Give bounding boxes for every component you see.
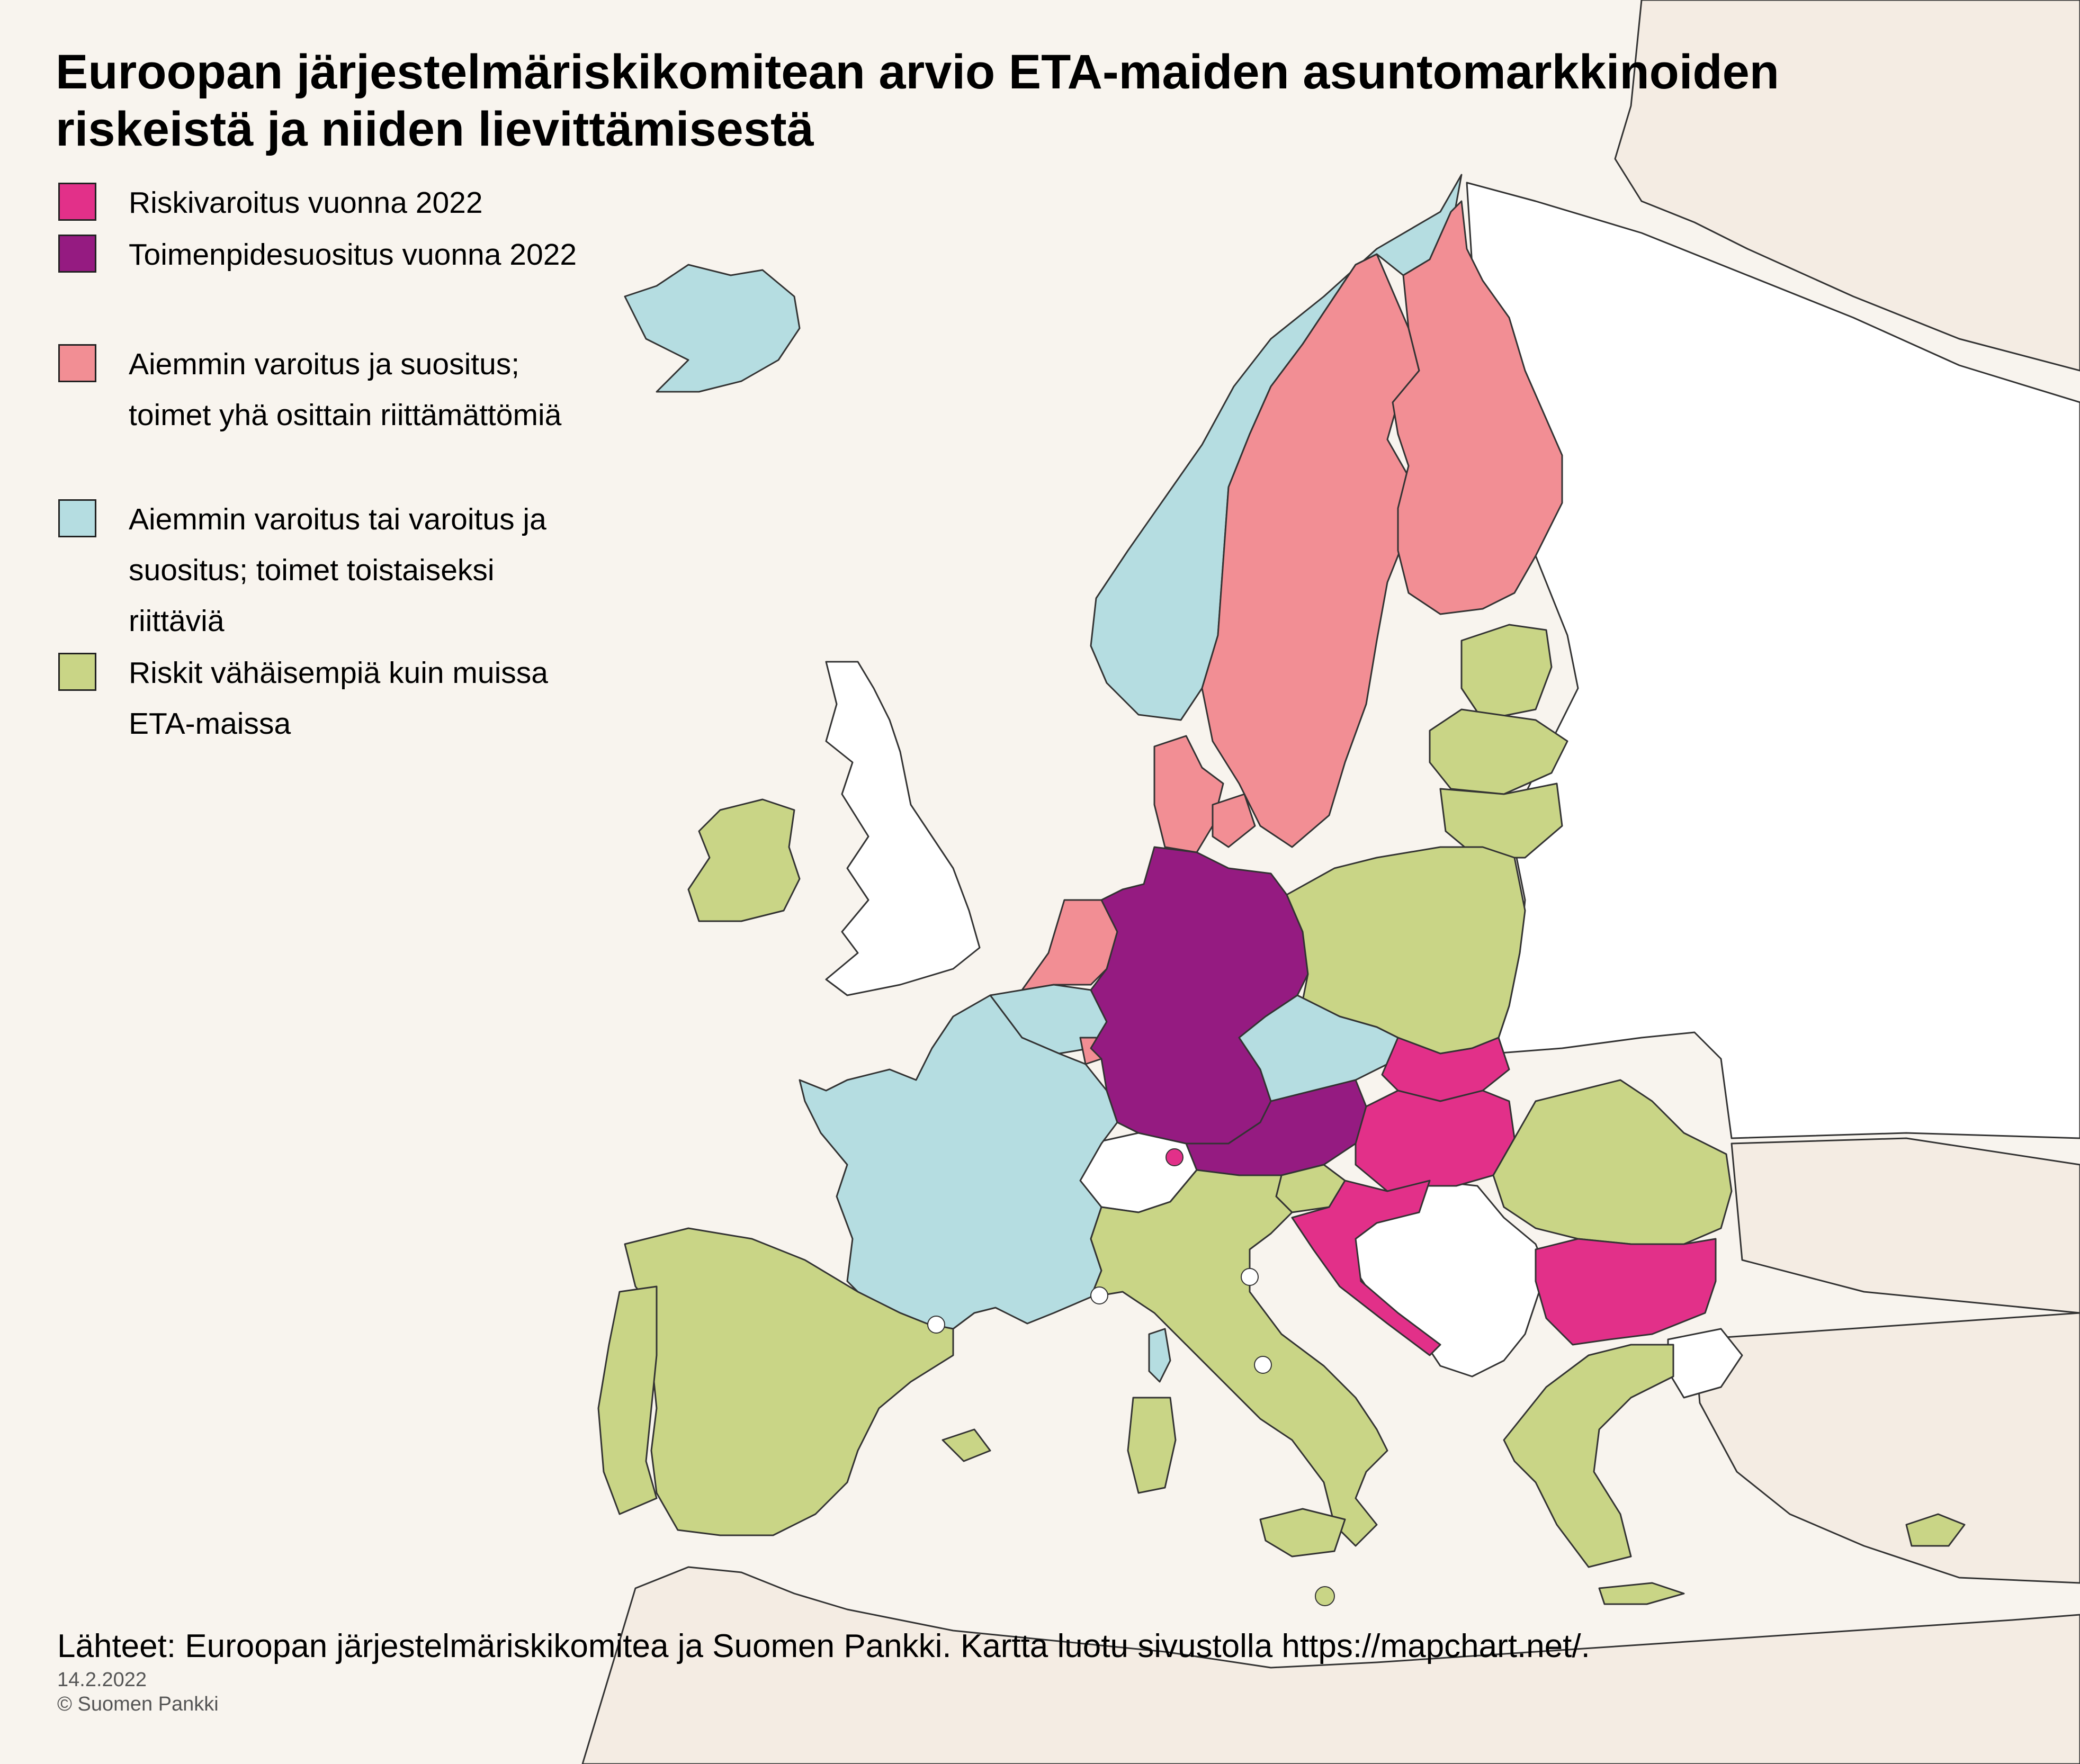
city-marker-2 xyxy=(1090,1286,1108,1304)
sicily xyxy=(1259,1508,1346,1558)
malta-marker xyxy=(1315,1586,1335,1606)
lithuania xyxy=(1439,782,1563,859)
map-title: Euroopan järjestelmäriskikomitean arvio … xyxy=(56,43,1988,158)
legend-label-earlier-sufficient: Aiemmin varoitus tai varoitus ja suositu… xyxy=(129,502,546,638)
legend-swatch-earlier-sufficient xyxy=(58,499,96,537)
liechtenstein-marker xyxy=(1165,1148,1184,1166)
iceland xyxy=(624,264,801,393)
crete xyxy=(1598,1582,1685,1605)
sardinia xyxy=(1127,1397,1177,1494)
romania xyxy=(1492,1079,1733,1245)
united-kingdom xyxy=(825,661,981,996)
legend-swatch-recommendation-2022 xyxy=(58,235,96,273)
caucasus-outside xyxy=(1731,1137,2080,1314)
legend-label-lower-risk: Riskit vähäisempiä kuin muissa ETA-maiss… xyxy=(129,656,548,741)
denmark-islands xyxy=(1212,793,1256,848)
legend-swatch-earlier-partly-insufficient xyxy=(58,344,96,382)
portugal xyxy=(597,1285,658,1515)
finland xyxy=(1392,200,1563,615)
title-line-2: riskeistä ja niiden lievittämisestä xyxy=(56,102,814,156)
turkey-outside xyxy=(1693,1312,2080,1584)
latvia xyxy=(1429,708,1568,795)
legend-label-warning-2022: Riskivaroitus vuonna 2022 xyxy=(129,186,483,220)
legend-swatch-warning-2022 xyxy=(58,183,96,221)
source-note: Lähteet: Euroopan järjestelmäriskikomite… xyxy=(57,1628,1590,1664)
greece xyxy=(1503,1344,1674,1568)
slovakia xyxy=(1381,1037,1510,1102)
estonia xyxy=(1460,624,1553,721)
spain xyxy=(624,1227,954,1536)
balearic-islands xyxy=(942,1428,991,1462)
italy xyxy=(1090,1169,1388,1547)
cyprus xyxy=(1905,1513,1966,1547)
legend-swatch-lower-risk xyxy=(58,653,96,691)
legend-label-recommendation-2022: Toimenpidesuositus vuonna 2022 xyxy=(129,238,577,272)
city-marker-4 xyxy=(1254,1356,1272,1374)
corsica xyxy=(1148,1328,1171,1383)
publish-date: 14.2.2022 xyxy=(57,1669,147,1691)
city-marker-3 xyxy=(1241,1268,1259,1286)
copyright: © Suomen Pankki xyxy=(57,1693,219,1715)
north-africa-outside xyxy=(581,1566,2080,1764)
sweden xyxy=(1201,253,1420,848)
legend-label-earlier-partly-insufficient: Aiemmin varoitus ja suositus; toimet yhä… xyxy=(129,347,562,432)
bulgaria xyxy=(1535,1238,1717,1346)
hungary xyxy=(1355,1090,1516,1192)
croatia xyxy=(1291,1180,1441,1356)
title-line-1: Euroopan järjestelmäriskikomitean arvio … xyxy=(56,45,1779,99)
ireland xyxy=(687,798,801,922)
russia-north-outside xyxy=(1614,0,2080,372)
city-marker-1 xyxy=(927,1316,945,1334)
